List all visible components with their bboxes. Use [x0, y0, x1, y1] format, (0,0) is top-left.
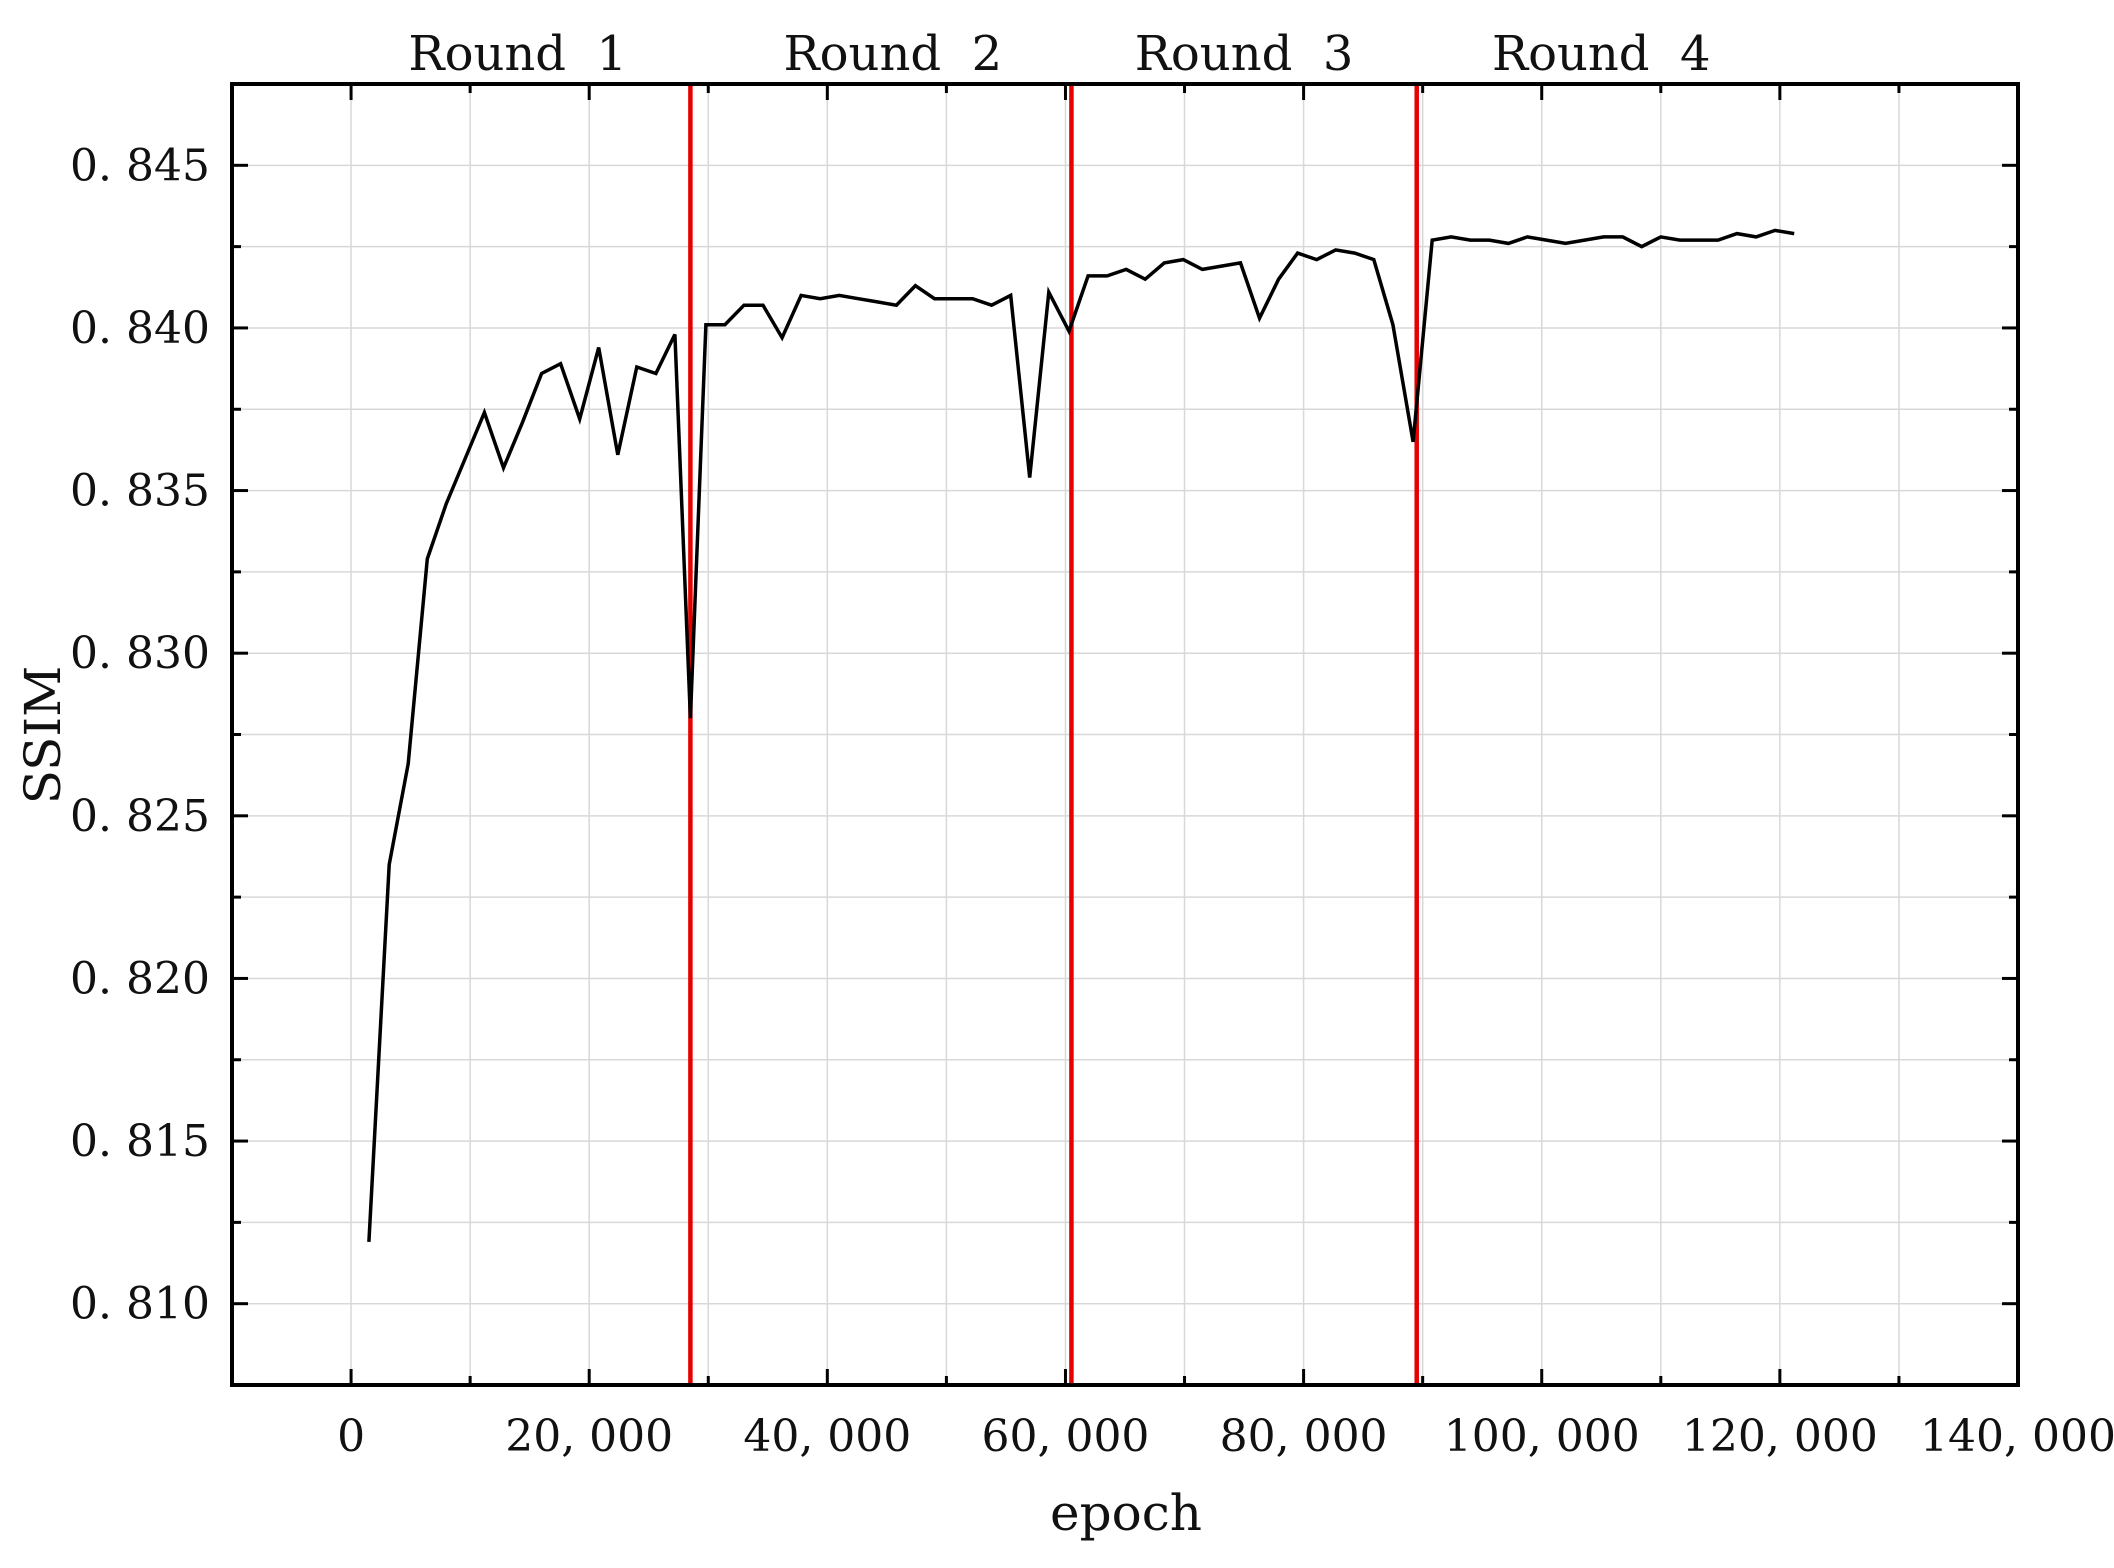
y-tick-label: 0. 815	[70, 1116, 210, 1167]
y-tick-label: 0. 810	[70, 1279, 210, 1330]
round-label: Round 1	[408, 26, 627, 82]
tick-marks	[232, 82, 2020, 1387]
y-tick-label: 0. 820	[70, 953, 210, 1004]
x-tick-label: 0	[337, 1411, 365, 1462]
x-axis-title: epoch	[1050, 1484, 1202, 1542]
round-labels: Round 1 Round 2 Round 3 Round 4	[408, 26, 1710, 82]
round-label: Round 2	[783, 26, 1002, 82]
x-tick-label: 40, 000	[743, 1411, 911, 1462]
y-axis-title: SSIM	[14, 666, 72, 805]
x-tick-labels: 0 20, 000 40, 000 60, 000 80, 000 100, 000 120…	[337, 1411, 2114, 1462]
round-label: Round 4	[1492, 26, 1711, 82]
grid	[232, 84, 2019, 1385]
x-tick-label: 100, 000	[1444, 1411, 1640, 1462]
x-tick-label: 20, 000	[505, 1411, 673, 1462]
x-tick-label: 80, 000	[1220, 1411, 1388, 1462]
round-boundaries	[688, 84, 1419, 1385]
y-tick-label: 0. 830	[70, 628, 210, 679]
x-tick-label: 140, 000	[1920, 1411, 2114, 1462]
y-tick-label: 0. 825	[70, 791, 210, 842]
ssim-series-line	[367, 228, 1795, 1242]
series-layer	[367, 228, 1795, 1242]
y-tick-label: 0. 845	[70, 140, 210, 191]
y-tick-labels: 0. 810 0. 815 0. 820 0. 825 0. 830 0. 835 0. 8…	[70, 140, 210, 1329]
round-label: Round 3	[1135, 26, 1354, 82]
x-tick-label: 60, 000	[981, 1411, 1149, 1462]
x-tick-label: 120, 000	[1682, 1411, 1878, 1462]
y-tick-label: 0. 835	[70, 466, 210, 517]
y-tick-label: 0. 840	[70, 303, 210, 354]
